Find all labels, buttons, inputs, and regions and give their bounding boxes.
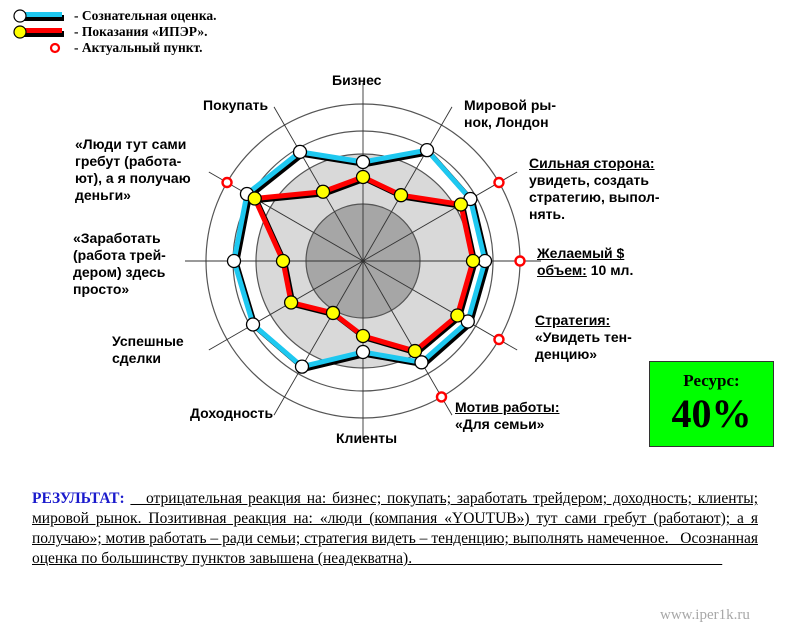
axis-label-buy: Покупать: [203, 97, 269, 113]
axis-label-people-rowing: «Люди тут сами гребут (работа- ют), а я …: [75, 136, 191, 204]
axis-line: [273, 106, 364, 262]
white-circle-blue-line-icon: [13, 9, 64, 23]
result-text: __отрицательная реакция на: бизнес; поку…: [32, 490, 758, 567]
legend-item-conscious: - Сознательная оценка.: [10, 8, 270, 24]
actual-point-marker: [493, 176, 505, 189]
axis-label-line: просто»: [73, 281, 130, 297]
data-point-marker: [355, 169, 371, 185]
resource-label: Ресурс:: [683, 371, 740, 390]
actual-points: [221, 176, 526, 403]
axis-label-line: Мировой ры-: [464, 97, 557, 113]
data-point-marker: [294, 359, 310, 374]
data-point-marker: [247, 191, 262, 206]
axis-label-heading: объем:: [537, 262, 587, 278]
data-point-marker: [450, 308, 465, 323]
axis-label-profitability: Доходность: [190, 405, 274, 421]
data-point-marker: [453, 197, 469, 212]
result-paragraph: РЕЗУЛЬТАТ: __отрицательная реакция на: б…: [32, 489, 758, 569]
axis-label-earn-trader: «Заработать (работа трей- дером) здесь п…: [73, 230, 166, 298]
axis-line: [208, 171, 364, 262]
axis-label-line: гребут (работа-: [75, 153, 182, 169]
axis-line: [273, 260, 364, 416]
axis-label-line: «Заработать: [73, 230, 161, 246]
data-point-marker: [460, 314, 475, 329]
axis-label-heading: Мотив работы:: [455, 399, 560, 415]
data-point-marker: [292, 144, 308, 160]
legend-item-actual: - Актуальный пункт.: [10, 40, 270, 56]
data-point-marker: [226, 253, 242, 269]
axis-label-line: увидеть, создать: [529, 172, 649, 188]
data-point-marker: [393, 188, 409, 203]
result-heading: РЕЗУЛЬТАТ:: [32, 490, 125, 507]
axis-line: [362, 171, 518, 262]
axis-label-heading: Стратегия:: [535, 312, 611, 328]
actual-point-marker: [221, 176, 233, 189]
axis-label-line: Успешные: [112, 333, 184, 349]
data-point-marker: [465, 253, 481, 269]
axis-label-business: Бизнес: [332, 72, 382, 88]
legend: - Сознательная оценка. - Показания «ИПЭР…: [10, 8, 270, 56]
axis-label-line: стратегию, выпол-: [529, 189, 660, 205]
axis-line: [362, 106, 453, 262]
axis-label-heading: Желаемый $: [537, 245, 625, 261]
axis-label-line: нок, Лондон: [464, 114, 549, 130]
axis-label-line: деньги»: [75, 187, 131, 203]
data-point-marker: [245, 317, 261, 332]
legend-label: - Сознательная оценка.: [74, 8, 217, 23]
actual-point-marker: [493, 333, 505, 346]
data-point-marker: [407, 343, 423, 359]
watermark: www.iper1k.ru: [660, 607, 750, 623]
axis-label-strategy: Стратегия: «Увидеть тен- денцию»: [535, 312, 632, 363]
axis-label-desired-volume: Желаемый $ объем: 10 мл.: [537, 245, 633, 279]
data-point-marker: [355, 344, 371, 360]
axis-label-strong-side: Сильная сторона: увидеть, создать страте…: [529, 155, 660, 223]
data-point-marker: [477, 253, 493, 269]
resource-box: Ресурс: 40%: [649, 361, 774, 447]
axis-label-line: «Люди тут сами: [75, 136, 187, 152]
axis-line: [362, 260, 453, 416]
axis-label-line: сделки: [112, 350, 161, 366]
axis-label-successful-deals: Успешные сделки: [112, 333, 184, 367]
legend-label: - Показания «ИПЭР».: [74, 24, 208, 39]
axis-label-world-market: Мировой ры- нок, Лондон: [464, 97, 556, 131]
resource-value: 40%: [671, 391, 752, 436]
axis-line: [362, 260, 518, 351]
axis-label-line: ют), а я получаю: [75, 170, 191, 186]
actual-point-marker: [514, 255, 526, 267]
data-point-marker: [283, 295, 299, 310]
axis-label-value: 10 мл.: [586, 262, 634, 278]
series-iper-readings: [247, 169, 481, 359]
axis-label-clients: Клиенты: [336, 430, 398, 446]
data-point-marker: [315, 184, 331, 199]
data-point-marker: [414, 355, 429, 370]
axis-label-line: (работа трей-: [73, 247, 166, 263]
axis-label-work-motive: Мотив работы: «Для семьи»: [455, 399, 560, 433]
axis-label-line: «Для семьи»: [455, 416, 545, 432]
data-point-marker: [355, 154, 371, 170]
data-point-marker: [355, 328, 371, 344]
red-ring-icon: [49, 42, 61, 54]
yellow-circle-red-line-icon: [13, 25, 64, 39]
actual-point-marker: [435, 391, 448, 403]
data-point-marker: [419, 142, 435, 158]
data-point-marker: [325, 305, 341, 321]
axis-label-line: «Увидеть тен-: [535, 329, 632, 345]
legend-item-iper: - Показания «ИПЭР».: [10, 24, 270, 40]
legend-label: - Актуальный пункт.: [74, 40, 203, 55]
axis-label-heading: Сильная сторона:: [529, 155, 655, 171]
axis-label-line: дером) здесь: [73, 264, 166, 280]
data-point-marker: [275, 253, 291, 269]
axis-label-line: нять.: [529, 206, 565, 222]
axis-label-line: денцию»: [535, 346, 598, 362]
